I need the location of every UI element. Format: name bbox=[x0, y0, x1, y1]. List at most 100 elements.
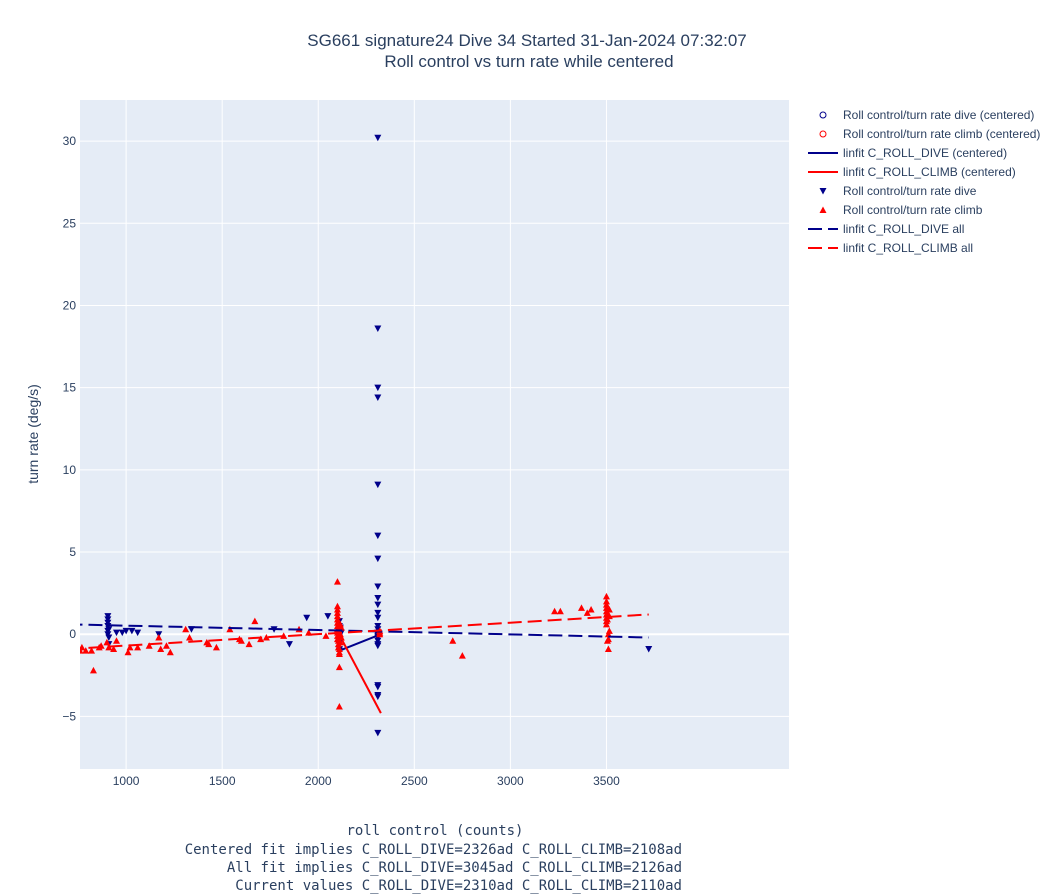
y-tick-label: −5 bbox=[62, 709, 76, 723]
climb-point bbox=[72, 644, 79, 651]
x-tick-label: 2500 bbox=[401, 774, 428, 788]
legend-item[interactable]: linfit C_ROLL_CLIMB (centered) bbox=[808, 165, 1016, 179]
climb-point bbox=[66, 649, 73, 656]
climb-point bbox=[458, 652, 466, 659]
y-tick-label: 15 bbox=[63, 381, 77, 395]
dive-point bbox=[128, 627, 136, 635]
dive-point bbox=[324, 613, 332, 620]
climb-point bbox=[587, 606, 595, 613]
climb-point bbox=[604, 645, 612, 653]
dive-point bbox=[374, 683, 382, 691]
series-7 bbox=[80, 613, 649, 650]
fit-line bbox=[80, 613, 649, 650]
climb-point bbox=[602, 620, 610, 628]
climb-point bbox=[70, 642, 77, 649]
dive-point bbox=[303, 614, 311, 622]
climb-point bbox=[602, 601, 610, 608]
climb-point bbox=[604, 630, 612, 638]
climb-point bbox=[322, 632, 330, 639]
x-axis-title: roll control (counts) bbox=[346, 823, 523, 839]
climb-point bbox=[124, 648, 132, 656]
x-tick-label: 1500 bbox=[209, 774, 236, 788]
dive-point bbox=[105, 626, 113, 633]
dive-point bbox=[374, 614, 382, 622]
climb-point bbox=[577, 604, 585, 611]
dive-point bbox=[374, 729, 382, 737]
x-axis-note-2: All fit implies C_ROLL_DIVE=3045ad C_ROL… bbox=[227, 860, 682, 876]
legend[interactable]: Roll control/turn rate dive (centered) Ro… bbox=[808, 108, 1040, 255]
climb-point bbox=[71, 649, 78, 656]
climb-point bbox=[65, 644, 72, 651]
fit-line bbox=[338, 633, 382, 714]
legend-item[interactable]: linfit C_ROLL_DIVE (centered) bbox=[808, 146, 1007, 160]
legend-label: Roll control/turn rate climb (centered) bbox=[843, 127, 1040, 141]
grid bbox=[80, 100, 789, 769]
legend-item[interactable]: Roll control/turn rate dive bbox=[819, 184, 977, 198]
dive-point bbox=[374, 325, 382, 332]
y-axis-ticks: −5 0 5 10 15 20 25 30 bbox=[62, 134, 76, 723]
climb-point bbox=[65, 650, 72, 657]
climb-point bbox=[333, 609, 341, 616]
climb-point bbox=[226, 625, 234, 633]
climb-point bbox=[67, 652, 74, 659]
climb-point bbox=[602, 592, 610, 600]
y-tick-label: 20 bbox=[63, 298, 77, 312]
climb-point bbox=[68, 644, 75, 651]
legend-item[interactable]: linfit C_ROLL_CLIMB all bbox=[808, 241, 973, 255]
y-tick-label: 25 bbox=[63, 216, 77, 230]
dive-point bbox=[104, 619, 112, 627]
dive-point bbox=[104, 613, 112, 620]
legend-item[interactable]: linfit C_ROLL_DIVE all bbox=[808, 222, 964, 236]
x-tick-label: 3500 bbox=[593, 774, 620, 788]
legend-item[interactable]: Roll control/turn rate climb bbox=[819, 203, 983, 217]
legend-label: linfit C_ROLL_CLIMB all bbox=[843, 241, 973, 255]
climb-point bbox=[134, 643, 142, 651]
legend-marker-swatch bbox=[819, 206, 827, 213]
climb-point bbox=[335, 663, 343, 671]
climb-point bbox=[67, 655, 74, 662]
climb-point bbox=[335, 703, 343, 710]
x-tick-label: 1000 bbox=[113, 774, 140, 788]
dive-point bbox=[374, 642, 382, 650]
legend-item[interactable]: Roll control/turn rate dive (centered) bbox=[819, 108, 1034, 122]
dive-point bbox=[113, 629, 121, 637]
legend-marker-swatch bbox=[819, 111, 827, 119]
climb-point bbox=[551, 607, 559, 615]
dive-point bbox=[374, 532, 382, 540]
plot-area bbox=[80, 100, 789, 769]
climb-point bbox=[245, 640, 253, 648]
y-axis-title: turn rate (deg/s) bbox=[25, 384, 41, 484]
climb-point bbox=[333, 615, 341, 623]
x-axis-note-3: Current values C_ROLL_DIVE=2310ad C_ROLL… bbox=[235, 878, 682, 894]
x-axis-ticks: 1000 1500 2000 2500 3000 3500 bbox=[113, 774, 620, 788]
legend-item[interactable]: Roll control/turn rate climb (centered) bbox=[819, 127, 1040, 141]
dive-point bbox=[285, 641, 293, 648]
climb-point bbox=[333, 578, 341, 585]
chart-subtitle: Roll control vs turn rate while centered bbox=[384, 52, 673, 71]
dive-point bbox=[374, 637, 382, 645]
climb-point bbox=[155, 634, 163, 641]
climb-point bbox=[605, 606, 613, 613]
climb-point bbox=[110, 645, 118, 653]
climb-point bbox=[449, 637, 457, 644]
legend-label: linfit C_ROLL_CLIMB (centered) bbox=[843, 165, 1016, 179]
climb-point bbox=[65, 647, 72, 654]
dive-point bbox=[104, 631, 112, 638]
dive-point bbox=[118, 629, 126, 637]
climb-point bbox=[333, 612, 341, 620]
climb-point bbox=[333, 632, 341, 639]
climb-point bbox=[88, 647, 96, 654]
chart-title: SG661 signature24 Dive 34 Started 31-Jan… bbox=[307, 31, 746, 50]
x-axis-note-1: Centered fit implies C_ROLL_DIVE=2326ad … bbox=[185, 842, 682, 858]
climb-point bbox=[113, 637, 121, 644]
legend-label: Roll control/turn rate climb bbox=[843, 203, 983, 217]
climb-point bbox=[257, 635, 265, 643]
climb-point bbox=[337, 624, 345, 631]
climb-point bbox=[333, 606, 341, 613]
climb-point bbox=[69, 646, 76, 653]
climb-point bbox=[205, 640, 213, 648]
climb-point bbox=[186, 634, 194, 641]
climb-point bbox=[376, 630, 384, 638]
legend-marker-swatch bbox=[819, 130, 827, 138]
